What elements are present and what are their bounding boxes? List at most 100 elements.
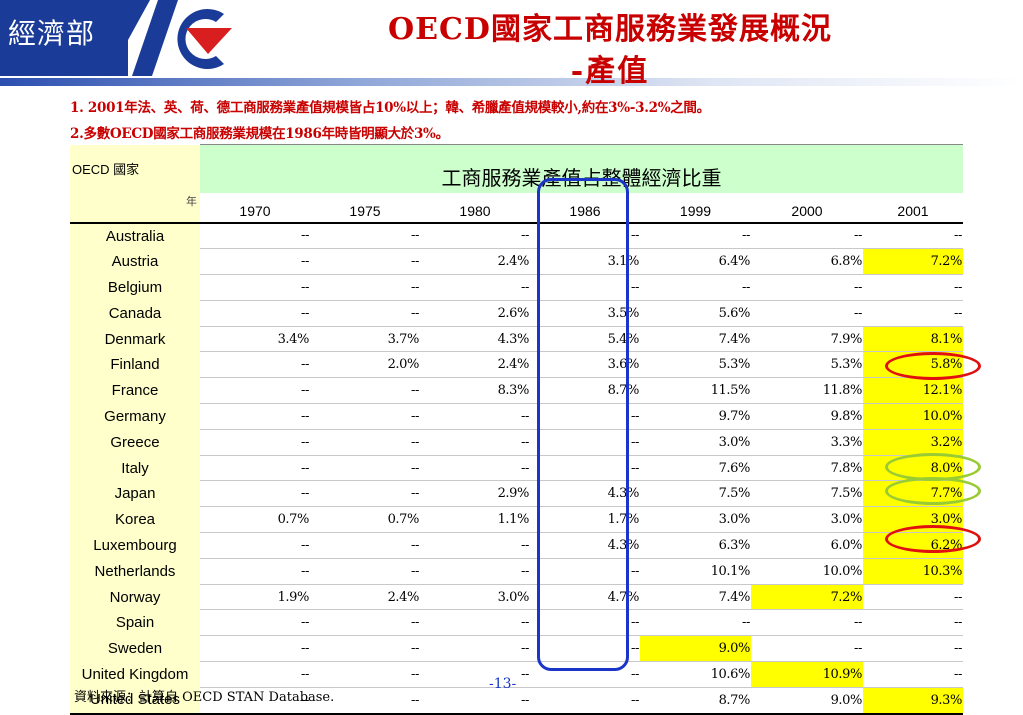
- value-cell: 1.9%: [200, 584, 310, 611]
- note-1: 1. 2001年法、英、荷、德工商服務業產值規模皆占10%以上；韓、希臘產值規模…: [70, 100, 710, 116]
- value-cell: --: [200, 661, 310, 688]
- value-cell: --: [530, 403, 640, 430]
- value-cell: 10.1%: [640, 558, 751, 585]
- value-cell: 3.7%: [310, 326, 420, 353]
- value-cell: --: [200, 609, 310, 637]
- value-cell: 5.6%: [640, 300, 751, 327]
- value-cell: 2.4%: [420, 248, 530, 276]
- table-row: Austria -- -- 2.4% 3.1% 6.4% 6.8% 7.2%: [70, 248, 963, 276]
- green-ring-korea: [885, 477, 981, 505]
- value-cell: --: [420, 635, 530, 663]
- country-name: Netherlands: [70, 558, 200, 585]
- value-cell: 3.0%: [420, 584, 530, 611]
- value-cell: --: [420, 661, 530, 688]
- table-row: United Kingdom -- -- -- -- 10.6% 10.9% --: [70, 661, 963, 688]
- value-cell: 7.9%: [751, 326, 863, 353]
- value-cell: --: [420, 274, 530, 301]
- value-cell: 8.7%: [530, 377, 640, 405]
- value-cell: 7.8%: [751, 455, 863, 482]
- value-cell: --: [420, 403, 530, 430]
- year-corner-label: 年: [70, 192, 200, 224]
- value-cell: --: [751, 274, 863, 301]
- country-name: Denmark: [70, 326, 200, 352]
- value-cell: --: [200, 403, 310, 430]
- value-cell: --: [530, 687, 640, 715]
- value-cell: --: [530, 558, 640, 585]
- value-cell: 2.0%: [310, 351, 420, 379]
- value-cell: --: [200, 558, 310, 585]
- year-header: 2000: [751, 192, 863, 224]
- value-cell: --: [863, 222, 963, 250]
- table-row: Japan -- -- 2.9% 4.3% 7.5% 7.5% 7.7%: [70, 480, 963, 508]
- year-header: 1975: [310, 192, 420, 224]
- value-cell: --: [310, 609, 420, 637]
- value-cell: 10.3%: [863, 558, 963, 585]
- country-name: United Kingdom: [70, 661, 200, 688]
- table-row: Netherlands -- -- -- -- 10.1% 10.0% 10.3%: [70, 558, 963, 585]
- country-name: Japan: [70, 480, 200, 507]
- value-cell: 3.3%: [751, 429, 863, 456]
- country-name: Italy: [70, 455, 200, 481]
- table-row: Finland -- 2.0% 2.4% 3.6% 5.3% 5.3% 5.8%: [70, 351, 963, 379]
- highlight-box-1986: [537, 178, 629, 671]
- value-cell: 1.1%: [420, 506, 530, 534]
- country-name: Korea: [70, 506, 200, 533]
- country-name: Belgium: [70, 274, 200, 301]
- value-cell: 10.6%: [640, 661, 751, 688]
- value-cell: 9.7%: [640, 403, 751, 430]
- value-cell: --: [200, 351, 310, 379]
- value-cell: 6.8%: [751, 248, 863, 276]
- value-cell: 3.0%: [751, 506, 863, 534]
- value-cell: --: [751, 300, 863, 327]
- value-cell: 5.3%: [640, 351, 751, 379]
- value-cell: --: [200, 480, 310, 508]
- value-cell: 3.0%: [640, 506, 751, 534]
- value-cell: 2.9%: [420, 480, 530, 508]
- value-cell: --: [310, 480, 420, 508]
- year-header: 1986: [530, 192, 640, 224]
- value-cell: --: [530, 429, 640, 456]
- value-cell: 8.1%: [863, 326, 963, 353]
- year-header: 1980: [420, 192, 530, 224]
- table-row: Denmark 3.4% 3.7% 4.3% 5.4% 7.4% 7.9% 8.1%: [70, 326, 963, 353]
- year-header: 2001: [863, 192, 963, 224]
- value-cell: 11.8%: [751, 377, 863, 405]
- value-cell: 3.6%: [530, 351, 640, 379]
- value-cell: --: [530, 222, 640, 250]
- value-cell: --: [751, 222, 863, 250]
- country-name: Spain: [70, 609, 200, 636]
- value-cell: --: [420, 558, 530, 585]
- value-cell: --: [200, 377, 310, 405]
- table-row: Greece -- -- -- -- 3.0% 3.3% 3.2%: [70, 429, 963, 456]
- table-row: France -- -- 8.3% 8.7% 11.5% 11.8% 12.1%: [70, 377, 963, 405]
- value-cell: --: [420, 429, 530, 456]
- table-row: Korea 0.7% 0.7% 1.1% 1.7% 3.0% 3.0% 3.0%: [70, 506, 963, 534]
- value-cell: 7.5%: [640, 480, 751, 508]
- value-cell: --: [310, 222, 420, 250]
- value-cell: 3.1%: [530, 248, 640, 276]
- value-cell: --: [310, 558, 420, 585]
- slide-title: OECD國家工商服務業發展概況: [388, 12, 832, 47]
- value-cell: 10.0%: [863, 403, 963, 430]
- value-cell: 6.3%: [640, 532, 751, 559]
- value-cell: --: [640, 222, 751, 250]
- value-cell: 4.3%: [530, 532, 640, 559]
- country-name: Greece: [70, 429, 200, 456]
- value-cell: --: [640, 274, 751, 301]
- country-name: Australia: [70, 222, 200, 249]
- value-cell: 0.7%: [200, 506, 310, 534]
- country-name: Canada: [70, 300, 200, 327]
- table-row: Germany -- -- -- -- 9.7% 9.8% 10.0%: [70, 403, 963, 430]
- value-cell: 2.6%: [420, 300, 530, 327]
- value-cell: --: [751, 635, 863, 663]
- value-cell: 9.0%: [640, 635, 751, 663]
- value-cell: --: [420, 609, 530, 637]
- value-cell: --: [420, 532, 530, 559]
- value-cell: --: [310, 661, 420, 688]
- value-cell: --: [310, 635, 420, 663]
- table-row: Spain -- -- -- -- -- -- --: [70, 609, 963, 637]
- source-note: 資料來源：計算自 OECD STAN Database.: [74, 690, 335, 705]
- value-cell: --: [310, 274, 420, 301]
- value-cell: 10.0%: [751, 558, 863, 585]
- red-ring-france: [885, 352, 981, 380]
